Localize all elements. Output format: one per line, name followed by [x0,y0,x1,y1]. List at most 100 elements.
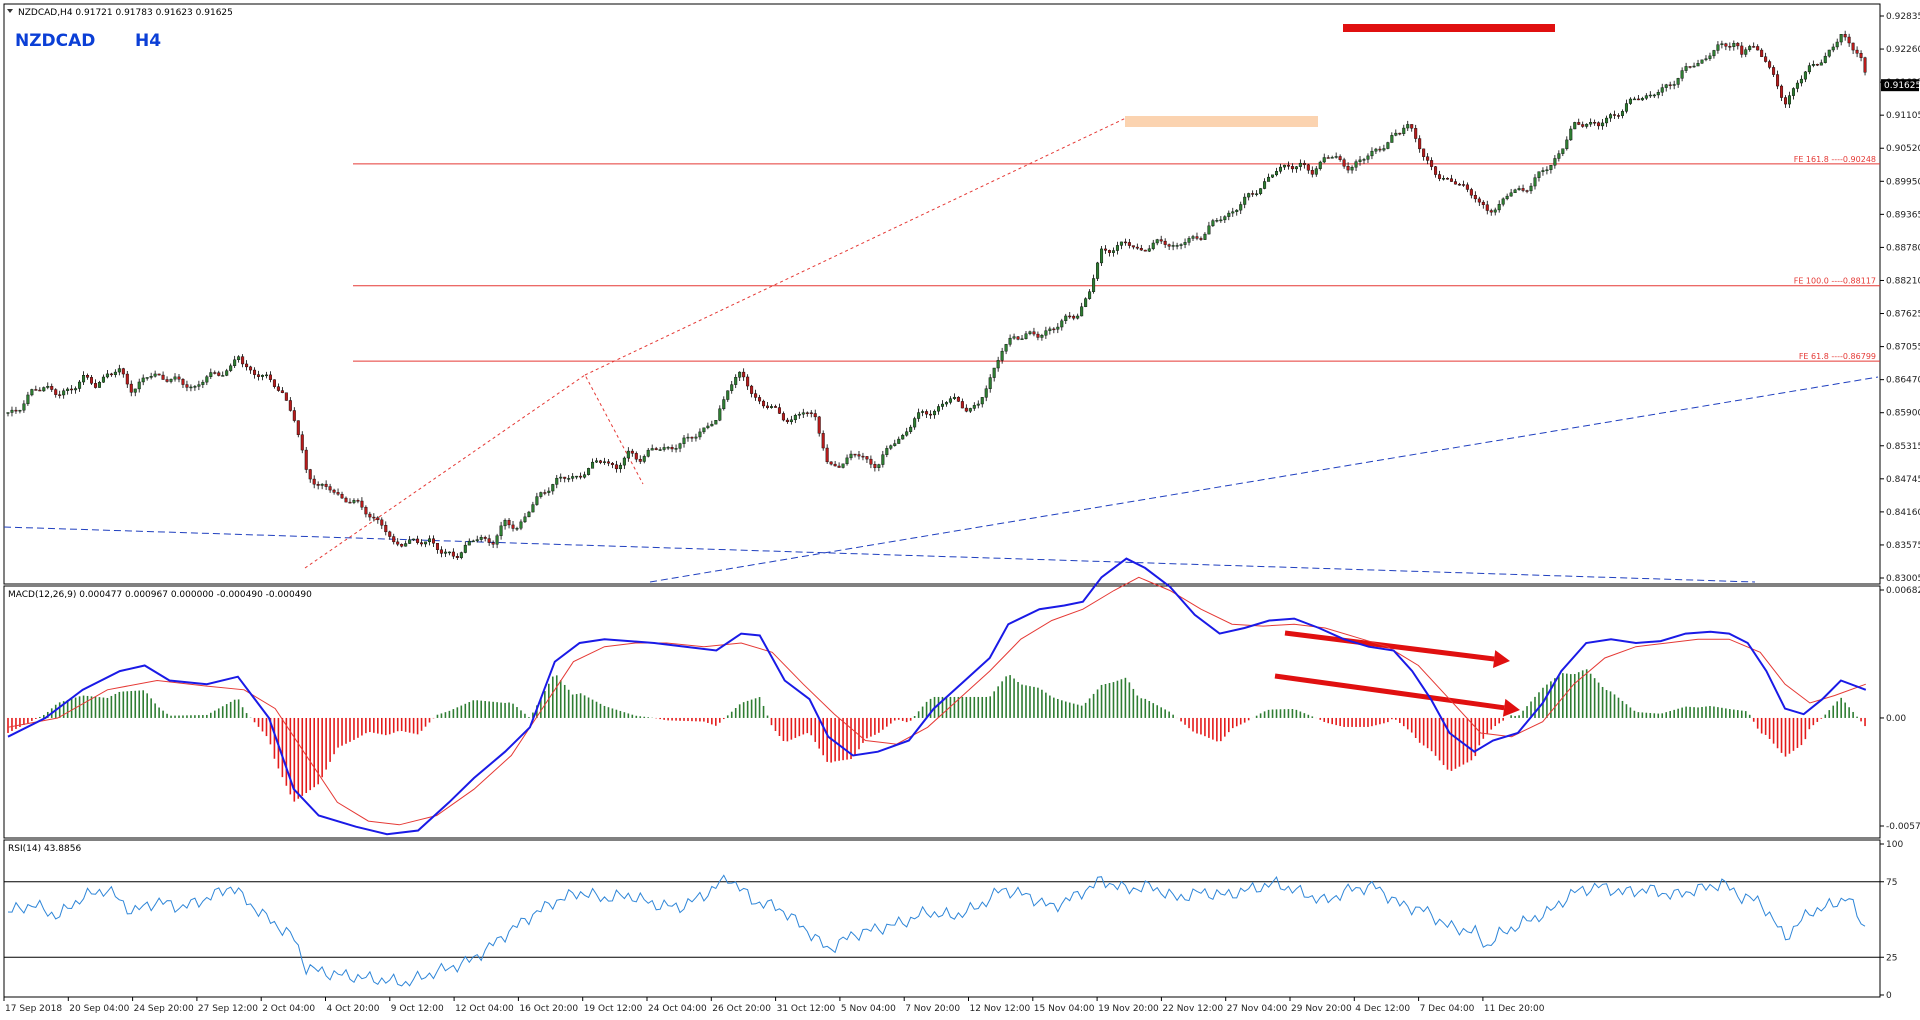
rsi-panel [3,839,1881,998]
candle-body [491,542,495,545]
candle-body [785,419,789,423]
candle-body [1815,64,1819,66]
candle-body [1024,333,1028,340]
candle-body [62,390,66,396]
candle-body [78,381,82,389]
candle-body [1334,156,1338,158]
candle-body [893,443,897,446]
candle-body [1517,188,1521,191]
candle-body [30,389,34,396]
candle-body [1052,328,1056,331]
candle-body [161,374,165,380]
candle-body [1597,122,1601,127]
candle-body [1322,157,1326,163]
candle-body [233,359,237,367]
candle-body [1020,338,1024,341]
candle-body [1744,49,1748,55]
candle-body [567,478,571,480]
candle-body [1549,165,1553,171]
candle-body [1100,248,1104,264]
candle-body [1119,241,1123,246]
candle-body [1310,170,1314,175]
candle-body [264,374,268,377]
candle-body [809,412,813,414]
candle-body [1143,249,1147,252]
candle-body [773,406,777,408]
macd-panel [3,585,1881,839]
candle-body [666,447,670,449]
candle-body [1585,123,1589,127]
candle-body [1776,74,1780,87]
candle-body [165,379,169,382]
candle-body [1489,210,1493,213]
macd-y-axis: 0.006824 0.00 -0.005762 [1880,586,1920,832]
candle-body [141,377,145,383]
candle-body [714,420,718,425]
candle-body [1485,204,1489,211]
candle-body [455,556,459,558]
time-tick-label: 26 Oct 20:00 [712,1004,771,1014]
time-tick-label: 12 Oct 04:00 [455,1004,514,1014]
candle-body [861,455,865,458]
candle-body [905,431,909,436]
candle-body [1446,178,1450,180]
candle-body [1481,201,1485,205]
candle-body [702,427,706,433]
candle-body [499,525,503,536]
candle-body [825,447,829,463]
candle-body [1302,162,1306,166]
candle-body [1672,84,1676,86]
candle-body [940,403,944,407]
candle-body [1267,176,1271,182]
candle-body [14,409,18,412]
candle-body [1525,190,1529,192]
time-tick-label: 27 Nov 04:00 [1227,1004,1288,1014]
candle-body [42,387,46,392]
candle-body [276,386,280,391]
candle-body [1799,78,1803,84]
candle-body [1374,148,1378,152]
candle-body [1644,95,1648,99]
candle-body [1271,174,1275,178]
candle-body [877,464,881,468]
candle-body [626,450,630,459]
candle-body [1545,169,1549,172]
candle-body [1314,168,1318,175]
candle-body [1107,250,1111,253]
candle-body [1183,242,1187,245]
time-tick-label: 29 Nov 20:00 [1291,1004,1352,1014]
candle-body [1859,53,1863,58]
candle-body [722,399,726,410]
candle-body [157,373,161,376]
candle-body [1573,122,1577,130]
candle-body [1147,248,1151,252]
candle-body [336,492,340,495]
candle-body [1187,238,1191,243]
candle-body [968,408,972,412]
candle-body [1286,164,1290,167]
candle-body [1811,64,1815,66]
candle-body [324,483,328,487]
candle-body [766,405,770,408]
fib-expansion-dotted-line [304,374,644,569]
time-tick-label: 4 Dec 12:00 [1355,1004,1410,1014]
collapse-icon[interactable] [7,9,13,13]
candle-body [1231,211,1235,214]
candle-body [694,436,698,439]
candle-body [531,504,535,513]
price-tick-label: 0.88210 [1886,276,1920,286]
candle-body [1378,148,1382,151]
candle-body [1040,335,1044,338]
candle-body [93,383,97,388]
candle-body [1235,209,1239,212]
candle-body [1008,337,1012,345]
fib-expansion-dotted-line [584,116,1129,376]
candle-body [734,377,738,385]
candle-body [1131,245,1135,248]
candle-body [996,360,1000,369]
candle-body [1370,150,1374,157]
candle-body [956,396,960,402]
candle-body [129,383,133,393]
candle-body [944,402,948,405]
price-tick-label: 0.84745 [1886,475,1920,485]
